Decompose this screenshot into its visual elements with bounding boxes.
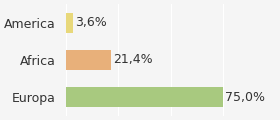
Text: 21,4%: 21,4% [113,54,152,66]
Text: 3,6%: 3,6% [75,16,107,29]
Bar [66,13,73,33]
Text: 75,0%: 75,0% [225,91,265,104]
Bar [66,50,111,70]
Bar [66,87,223,107]
